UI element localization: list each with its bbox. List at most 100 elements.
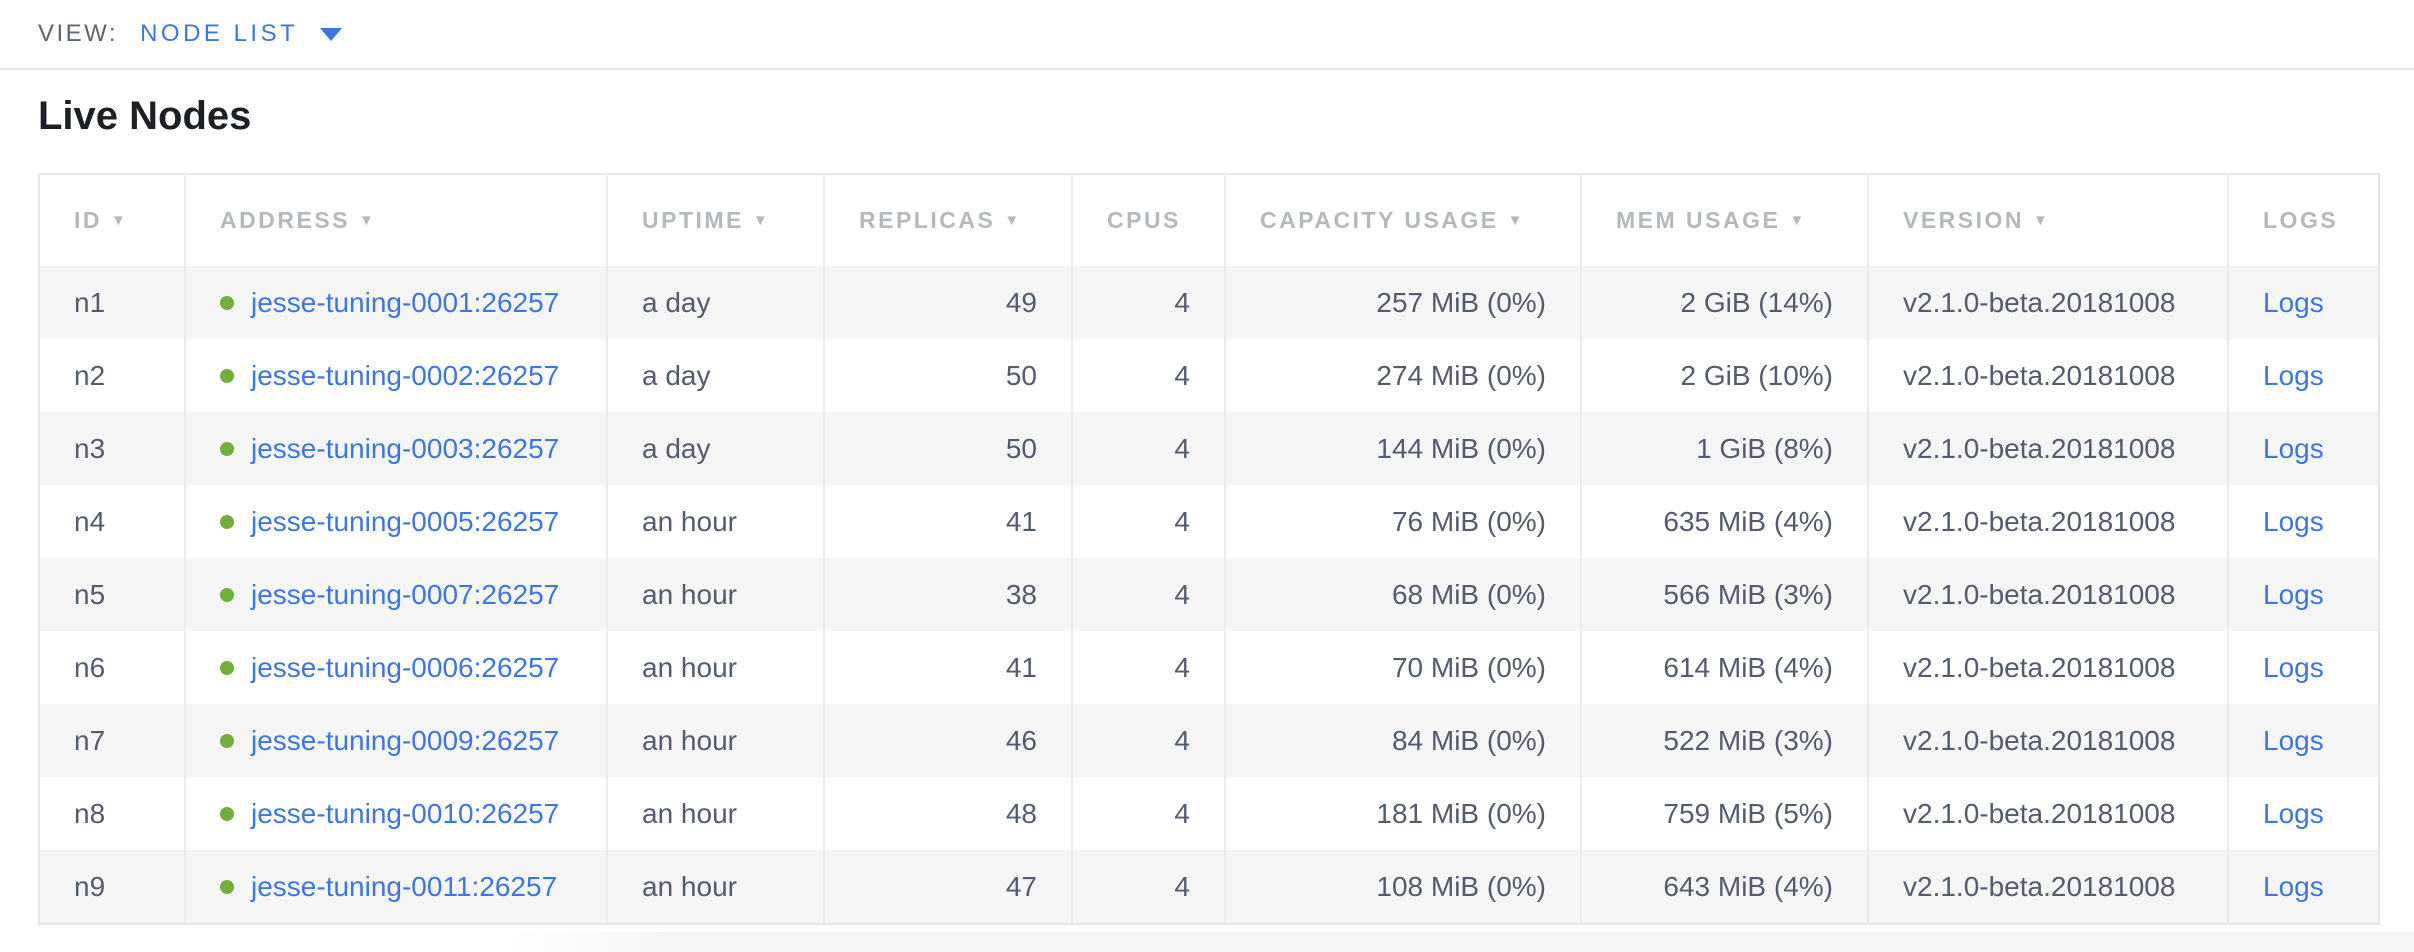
- cell-version: v2.1.0-beta.20181008: [1868, 339, 2229, 412]
- node-address-link[interactable]: jesse-tuning-0003:26257: [251, 432, 560, 464]
- cell-replicas: 38: [824, 558, 1073, 631]
- cell-address: jesse-tuning-0002:26257: [185, 339, 608, 412]
- cell-capacity: 274 MiB (0%): [1225, 339, 1582, 412]
- logs-link[interactable]: Logs: [2263, 432, 2324, 464]
- node-table-header: ID ▼ ADDRESS ▼ UPTIME ▼ REPLICAS ▼ CPUS CAPACITY …: [39, 174, 2379, 266]
- cell-uptime: an hour: [607, 631, 825, 704]
- live-nodes-table: ID ▼ ADDRESS ▼ UPTIME ▼ REPLICAS ▼ CPUS CAPACITY …: [38, 173, 2380, 925]
- cell-id: n4: [39, 485, 186, 558]
- view-label: VIEW:: [38, 20, 119, 47]
- cell-logs: Logs: [2228, 339, 2379, 412]
- node-address-link[interactable]: jesse-tuning-0011:26257: [251, 870, 558, 902]
- column-header-label: REPLICAS: [859, 207, 996, 233]
- cell-replicas: 41: [824, 485, 1073, 558]
- cell-replicas: 49: [824, 266, 1073, 339]
- node-address-link[interactable]: jesse-tuning-0007:26257: [251, 578, 560, 610]
- logs-link[interactable]: Logs: [2263, 651, 2324, 683]
- column-header-uptime[interactable]: UPTIME ▼: [607, 174, 825, 266]
- logs-link[interactable]: Logs: [2263, 724, 2324, 756]
- cell-mem: 2 GiB (10%): [1581, 339, 1869, 412]
- cell-logs: Logs: [2228, 266, 2379, 339]
- logs-link[interactable]: Logs: [2263, 286, 2324, 318]
- logs-link[interactable]: Logs: [2263, 870, 2324, 902]
- cell-capacity: 76 MiB (0%): [1225, 485, 1582, 558]
- cell-uptime: a day: [607, 266, 825, 339]
- logs-link[interactable]: Logs: [2263, 578, 2324, 610]
- cell-version: v2.1.0-beta.20181008: [1868, 704, 2229, 777]
- cell-logs: Logs: [2228, 412, 2379, 485]
- cell-version: v2.1.0-beta.20181008: [1868, 777, 2229, 850]
- column-header-label: LOGS: [2263, 207, 2339, 233]
- cell-cpus: 4: [1072, 704, 1226, 777]
- node-address-link[interactable]: jesse-tuning-0002:26257: [251, 359, 560, 391]
- cell-capacity: 70 MiB (0%): [1225, 631, 1582, 704]
- node-table-body: n1 jesse-tuning-0001:26257 a day 49 4 257 MiB…: [39, 266, 2379, 924]
- node-address-link[interactable]: jesse-tuning-0009:26257: [251, 724, 560, 756]
- column-header-version[interactable]: VERSION ▼: [1868, 174, 2229, 266]
- cell-id: n3: [39, 412, 186, 485]
- sort-desc-icon: ▼: [111, 212, 126, 229]
- column-header-label: CPUS: [1107, 207, 1181, 233]
- cell-id: n2: [39, 339, 186, 412]
- cell-cpus: 4: [1072, 412, 1226, 485]
- cell-cpus: 4: [1072, 266, 1226, 339]
- cell-address: jesse-tuning-0003:26257: [185, 412, 608, 485]
- table-row: n8 jesse-tuning-0010:26257 an hour 48 4 181 M…: [39, 777, 2379, 850]
- node-address-link[interactable]: jesse-tuning-0005:26257: [251, 505, 560, 537]
- table-row: n3 jesse-tuning-0003:26257 a day 50 4 144 MiB…: [39, 412, 2379, 485]
- cell-cpus: 4: [1072, 631, 1226, 704]
- view-selector[interactable]: NODE LIST: [140, 20, 299, 47]
- table-row: n9 jesse-tuning-0011:26257 an hour 47 4 108 M…: [39, 850, 2379, 924]
- cell-address: jesse-tuning-0011:26257: [185, 850, 608, 924]
- column-header-label: ADDRESS: [220, 207, 350, 233]
- column-header-cpus: CPUS: [1072, 174, 1226, 266]
- logs-link[interactable]: Logs: [2263, 797, 2324, 829]
- cell-cpus: 4: [1072, 485, 1226, 558]
- cell-uptime: an hour: [607, 850, 825, 924]
- cell-mem: 522 MiB (3%): [1581, 704, 1869, 777]
- sort-desc-icon: ▼: [752, 212, 768, 229]
- column-header-label: UPTIME: [642, 207, 744, 233]
- cell-cpus: 4: [1072, 850, 1226, 924]
- cell-replicas: 48: [824, 777, 1073, 850]
- column-header-label: MEM USAGE: [1616, 207, 1781, 233]
- health-dot-icon: [220, 295, 234, 310]
- cell-mem: 1 GiB (8%): [1581, 412, 1869, 485]
- cell-uptime: an hour: [607, 558, 825, 631]
- sort-desc-icon: ▼: [1004, 212, 1020, 229]
- cell-capacity: 108 MiB (0%): [1225, 850, 1582, 924]
- cell-capacity: 181 MiB (0%): [1225, 777, 1582, 850]
- cell-replicas: 47: [824, 850, 1073, 924]
- health-dot-icon: [220, 806, 234, 821]
- cell-id: n1: [39, 266, 186, 339]
- dropdown-triangle-icon[interactable]: [320, 27, 343, 41]
- cell-capacity: 257 MiB (0%): [1225, 266, 1582, 339]
- logs-link[interactable]: Logs: [2263, 505, 2324, 537]
- cell-id: n7: [39, 704, 186, 777]
- column-header-address[interactable]: ADDRESS ▼: [185, 174, 608, 266]
- sort-desc-icon: ▼: [2033, 212, 2048, 229]
- column-header-id[interactable]: ID ▼: [39, 174, 186, 266]
- cell-logs: Logs: [2228, 850, 2379, 924]
- cell-address: jesse-tuning-0006:26257: [185, 631, 608, 704]
- cell-version: v2.1.0-beta.20181008: [1868, 485, 2229, 558]
- column-header-mem[interactable]: MEM USAGE ▼: [1581, 174, 1869, 266]
- table-row: n1 jesse-tuning-0001:26257 a day 49 4 257 MiB…: [39, 266, 2379, 339]
- node-address-link[interactable]: jesse-tuning-0006:26257: [251, 651, 560, 683]
- cell-version: v2.1.0-beta.20181008: [1868, 850, 2229, 924]
- cell-id: n5: [39, 558, 186, 631]
- node-address-link[interactable]: jesse-tuning-0010:26257: [251, 797, 560, 829]
- cell-version: v2.1.0-beta.20181008: [1868, 412, 2229, 485]
- health-dot-icon: [220, 441, 234, 456]
- table-row: n6 jesse-tuning-0006:26257 an hour 41 4 70 Mi…: [39, 631, 2379, 704]
- node-address-link[interactable]: jesse-tuning-0001:26257: [251, 286, 560, 318]
- sort-desc-icon: ▼: [1507, 212, 1523, 229]
- column-header-replicas[interactable]: REPLICAS ▼: [824, 174, 1073, 266]
- cell-logs: Logs: [2228, 631, 2379, 704]
- cell-mem: 643 MiB (4%): [1581, 850, 1869, 924]
- health-dot-icon: [220, 733, 234, 748]
- cell-mem: 614 MiB (4%): [1581, 631, 1869, 704]
- cell-uptime: a day: [607, 339, 825, 412]
- logs-link[interactable]: Logs: [2263, 359, 2324, 391]
- column-header-capacity[interactable]: CAPACITY USAGE ▼: [1225, 174, 1582, 266]
